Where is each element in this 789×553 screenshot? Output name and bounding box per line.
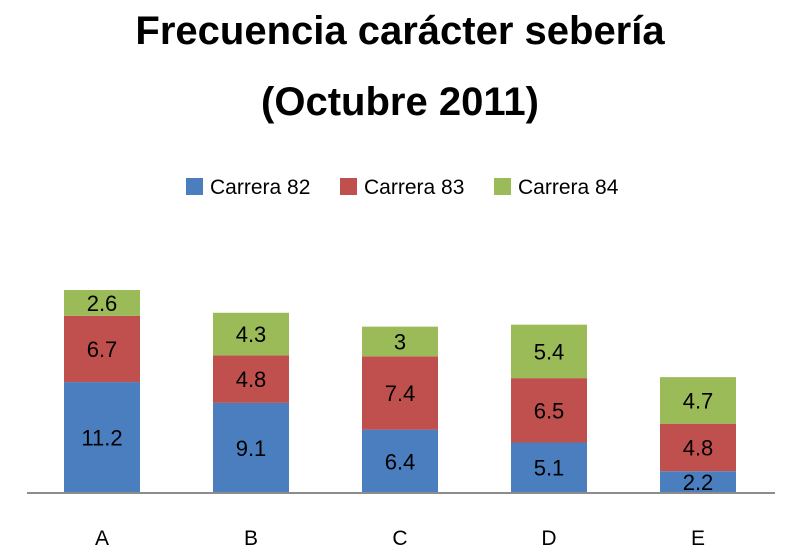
data-label-e-series-2: 4.7 bbox=[683, 388, 714, 413]
data-labels: 11.2 6.7 2.6 9.1 4.8 4.3 6.4 7.4 3 5.1 6.5 5.4 2.2 4.… bbox=[81, 291, 713, 495]
legend-label-carrera-82: Carrera 82 bbox=[210, 176, 310, 199]
legend-swatch-carrera-84 bbox=[494, 178, 511, 195]
bar-d-series-1 bbox=[511, 378, 587, 443]
x-tick-label-e: E bbox=[691, 527, 705, 550]
bar-e-series-2 bbox=[660, 377, 736, 424]
bar-c-series-2 bbox=[362, 326, 438, 357]
bar-d-series-0 bbox=[511, 442, 587, 493]
bar-c-series-1 bbox=[362, 356, 438, 430]
data-label-c-series-2: 3 bbox=[394, 329, 406, 354]
data-label-c-series-1: 7.4 bbox=[385, 381, 416, 406]
x-tick-labels: A B C D E bbox=[95, 527, 705, 550]
x-tick-label-c: C bbox=[392, 527, 407, 550]
data-label-b-series-2: 4.3 bbox=[236, 322, 267, 347]
legend-label-carrera-84: Carrera 84 bbox=[518, 176, 619, 199]
legend-swatch-carrera-82 bbox=[186, 178, 203, 195]
x-tick-label-d: D bbox=[541, 527, 556, 550]
bar-a-series-1 bbox=[64, 315, 140, 383]
data-label-e-series-1: 4.8 bbox=[683, 435, 714, 460]
x-tick-label-a: A bbox=[95, 527, 109, 550]
bars bbox=[64, 290, 736, 493]
data-label-e-series-0: 2.2 bbox=[683, 470, 714, 495]
bar-b-series-2 bbox=[213, 312, 289, 356]
bar-a-series-2 bbox=[64, 290, 140, 316]
legend-swatch-carrera-83 bbox=[340, 178, 357, 195]
bar-b-series-0 bbox=[213, 402, 289, 493]
data-label-a-series-0: 11.2 bbox=[81, 426, 122, 451]
data-label-b-series-1: 4.8 bbox=[236, 367, 267, 392]
data-label-a-series-1: 6.7 bbox=[87, 337, 118, 362]
data-label-d-series-1: 6.5 bbox=[534, 398, 565, 423]
legend: Carrera 82 Carrera 83 Carrera 84 bbox=[186, 176, 619, 199]
bar-c-series-0 bbox=[362, 429, 438, 493]
data-label-a-series-2: 2.6 bbox=[87, 291, 118, 316]
data-label-d-series-2: 5.4 bbox=[534, 339, 565, 364]
bar-d-series-2 bbox=[511, 324, 587, 379]
data-label-c-series-0: 6.4 bbox=[385, 449, 416, 474]
x-tick-label-b: B bbox=[244, 527, 258, 550]
bar-e-series-0 bbox=[660, 471, 736, 493]
chart-title: Frecuencia carácter sebería bbox=[135, 9, 665, 53]
legend-label-carrera-83: Carrera 83 bbox=[364, 176, 464, 199]
bar-a-series-0 bbox=[64, 382, 140, 493]
bar-e-series-1 bbox=[660, 423, 736, 472]
data-label-b-series-0: 9.1 bbox=[236, 436, 267, 461]
chart-subtitle: (Octubre 2011) bbox=[261, 80, 539, 124]
bar-b-series-1 bbox=[213, 355, 289, 403]
data-label-d-series-0: 5.1 bbox=[534, 456, 565, 481]
